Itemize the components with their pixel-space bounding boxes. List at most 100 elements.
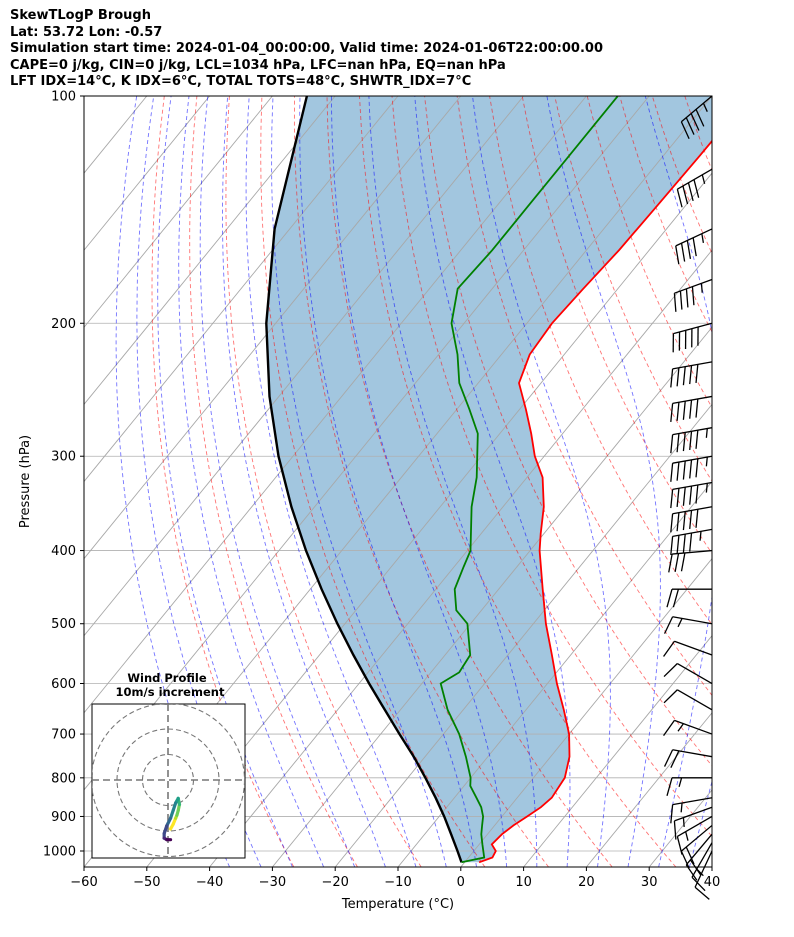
wind-barb-feather <box>695 430 699 449</box>
wind-barb-staff <box>673 322 713 335</box>
y-tick-label: 500 <box>51 617 76 632</box>
wind-barb-staff <box>675 228 713 247</box>
inset-subtitle: 10m/s increment <box>116 685 225 699</box>
wind-barb-staff <box>674 719 713 735</box>
wind-barb-feather <box>693 179 700 198</box>
wind-barb <box>663 719 713 736</box>
wind-barb-feather <box>673 293 677 312</box>
wind-barb-feather <box>694 886 710 900</box>
wind-barb-feather <box>680 850 690 869</box>
wind-barb-half-feather <box>705 428 708 438</box>
moist-adiabat <box>157 96 293 867</box>
wind-barb <box>680 824 713 869</box>
wind-barb-feather <box>682 534 686 553</box>
wind-barb-half-feather <box>705 456 708 467</box>
wind-barb-feather <box>689 859 702 876</box>
moist-adiabats <box>115 96 712 867</box>
wind-barb-feather <box>676 433 680 453</box>
x-tick-label: 10 <box>515 875 532 890</box>
wind-barb-feather <box>682 432 686 452</box>
wind-barb <box>673 806 713 840</box>
wind-barb-half-feather <box>677 618 683 628</box>
isotherm-line <box>84 96 399 483</box>
isotherm-line <box>523 634 712 867</box>
wind-barb-feather <box>682 185 689 205</box>
wind-barb-staff <box>691 842 713 878</box>
wind-barb-feather <box>663 663 678 678</box>
y-tick-label: 100 <box>51 90 76 105</box>
wind-barb-feather <box>663 616 674 634</box>
wind-barb <box>670 395 713 423</box>
wind-barb-feather <box>680 121 690 139</box>
wind-barb-feather <box>687 182 694 202</box>
wind-barb-feather <box>695 364 699 384</box>
wind-barb-feather <box>670 489 674 509</box>
wind-barb-feather <box>670 463 674 482</box>
dry-adiabat <box>391 96 712 838</box>
wind-barb-feather <box>685 288 689 308</box>
wind-barb-feather <box>680 243 686 262</box>
dry-adiabat <box>326 96 613 867</box>
moist-adiabat <box>178 96 325 867</box>
isotherm-line <box>84 96 524 637</box>
wind-barb-feather <box>675 245 680 265</box>
wind-barb <box>694 850 713 900</box>
wind-barb-feather <box>682 511 686 531</box>
inset-plot <box>92 704 245 858</box>
params-line: CAPE=0 j/kg, CIN=0 j/kg, LCL=1034 hPa, L… <box>10 57 506 73</box>
x-tick-label: −60 <box>70 875 97 890</box>
wind-barb-feather <box>690 113 700 131</box>
inset-title: Wind Profile <box>127 671 207 685</box>
profile-lines <box>265 96 712 864</box>
wind-barb-feather <box>663 719 675 736</box>
wind-barb-feather <box>689 365 693 385</box>
wind-barb-feather <box>670 434 674 454</box>
dry-adiabats <box>151 96 794 867</box>
wind-barb <box>670 455 713 482</box>
wind-barb-feather <box>689 486 693 505</box>
wind-barb-feather <box>695 458 699 478</box>
wind-barb-half-feather <box>685 831 689 841</box>
wind-barb-half-feather <box>705 483 708 493</box>
wind-barb <box>670 361 713 388</box>
x-tick-label: 40 <box>704 875 721 890</box>
dry-adiabat <box>359 96 677 867</box>
wind-barb <box>666 777 712 797</box>
wind-barb-staff <box>672 528 713 537</box>
x-tick-label: 20 <box>578 875 595 890</box>
wind-barb-feather <box>692 237 697 257</box>
moist-adiabat <box>546 96 661 867</box>
indices-line: LFT IDX=14°C, K IDX=6°C, TOTAL TOTS=48°C… <box>10 74 472 89</box>
header: SkewTLogP Brough Lat: 53.72 Lon: -0.57 S… <box>10 8 603 91</box>
dry-adiabat <box>750 96 794 867</box>
wind-barb-half-feather <box>699 531 702 541</box>
wind-barb-feather <box>670 536 674 555</box>
y-axis-label: Pressure (hPa) <box>18 435 33 528</box>
wind-barb-staff <box>672 395 713 405</box>
wind-barb-half-feather <box>701 233 705 244</box>
wind-barb-feather <box>691 286 695 306</box>
wind-barb-feather <box>663 749 674 767</box>
wind-barb-staff <box>672 361 713 370</box>
x-axis-label: Temperature (°C) <box>341 897 454 912</box>
dry-adiabat <box>782 96 794 867</box>
wind-barb-feather <box>680 552 686 572</box>
chart-title: SkewTLogP Brough <box>10 8 151 23</box>
axes: −60 −50 −40 −30 −20 −10 0 10 20 30 40 1000 900 800 700… <box>18 90 720 913</box>
x-tick-label: 30 <box>641 875 658 890</box>
moist-adiabat <box>222 96 386 867</box>
moist-adiabat <box>414 96 571 867</box>
wind-barb-feather <box>689 459 693 479</box>
isotherm-line <box>84 96 587 714</box>
wind-barb-half-feather <box>702 102 708 112</box>
wind-barb <box>676 168 713 208</box>
wind-barb <box>663 616 713 634</box>
isotherm-line <box>84 96 462 560</box>
wind-barb-feather <box>676 488 680 507</box>
x-tick-label: −10 <box>384 875 411 890</box>
wind-barb-feather <box>666 589 673 608</box>
wind-barb <box>668 549 713 573</box>
isotherm-line <box>209 249 712 867</box>
x-tick-label: −50 <box>133 875 160 890</box>
